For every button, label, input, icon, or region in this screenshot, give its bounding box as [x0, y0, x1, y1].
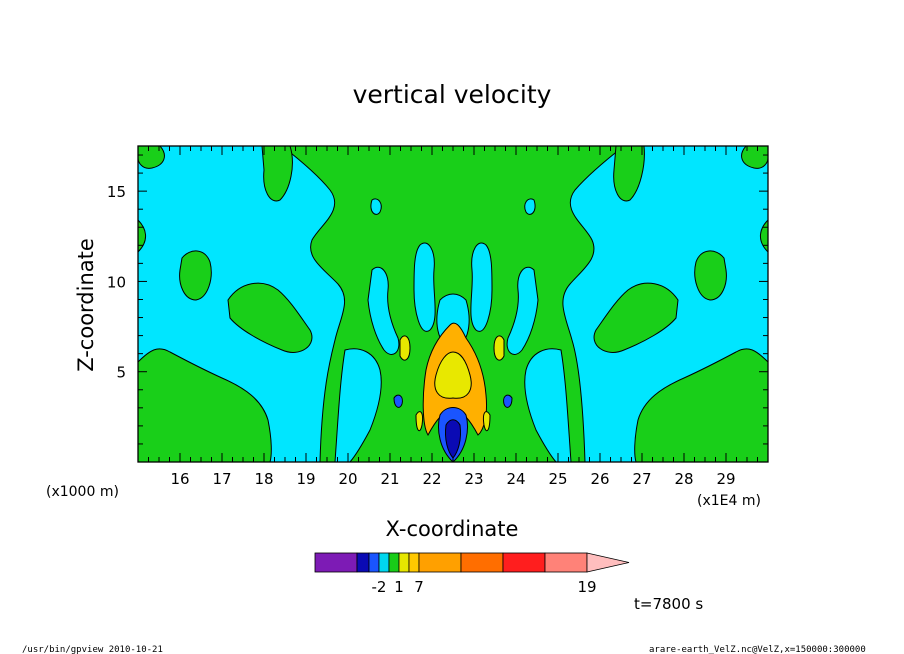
y-tick-label: 10 — [107, 273, 126, 291]
contour-region — [227, 282, 313, 353]
plot-area: 16 17 18 19 20 21 22 23 24 25 26 27 28 29 5 10 15 — [107, 145, 769, 488]
contour-region — [138, 348, 272, 462]
x-tick-label: 25 — [548, 470, 567, 488]
x-tick-label: 17 — [212, 470, 231, 488]
contour-region — [593, 282, 679, 353]
contour-cyan-inner-regions — [334, 198, 572, 462]
contour-region — [694, 250, 727, 301]
colorbar-swatch — [460, 552, 504, 573]
contour-region — [470, 242, 493, 332]
x-tick-label: 18 — [254, 470, 273, 488]
contour-region — [506, 266, 539, 355]
x-tick-label: 22 — [422, 470, 441, 488]
colorbar-swatch — [388, 552, 400, 573]
contour-region — [524, 198, 536, 215]
contour-region — [634, 348, 768, 462]
y-tick-label: 5 — [116, 364, 126, 382]
x-tick-label: 23 — [464, 470, 483, 488]
contour-region — [415, 411, 423, 432]
contour-region — [434, 351, 472, 399]
y-axis-ticks: 5 10 15 — [107, 154, 768, 463]
colorbar-label: 1 — [394, 578, 404, 596]
chart-title: vertical velocity — [353, 80, 552, 109]
contour-field — [138, 146, 768, 462]
colorbar: -2 1 7 19 — [314, 552, 630, 596]
contour-region — [370, 198, 382, 215]
contour-warm-regions — [393, 322, 513, 462]
x-tick-label: 16 — [170, 470, 189, 488]
colorbar-label: 7 — [414, 578, 424, 596]
colorbar-swatch — [368, 552, 380, 573]
y-axis-label: Z-coordinate — [74, 238, 98, 372]
footer-left: /usr/bin/gpview 2010-10-21 — [22, 645, 163, 654]
x-tick-label: 26 — [590, 470, 609, 488]
x-tick-label: 19 — [296, 470, 315, 488]
colorbar-swatch — [314, 552, 358, 573]
contour-region — [413, 242, 436, 332]
colorbar-swatch — [356, 552, 370, 573]
contour-region — [367, 266, 400, 355]
x-tick-label: 29 — [716, 470, 735, 488]
contour-region — [493, 335, 505, 361]
contour-region — [261, 146, 293, 202]
x-axis-ticks: 16 17 18 19 20 21 22 23 24 25 26 27 28 29 — [137, 146, 769, 488]
x-tick-label: 20 — [338, 470, 357, 488]
colorbar-swatch — [398, 552, 410, 573]
colorbar-swatch — [544, 552, 588, 573]
colorbar-label: -2 — [372, 578, 387, 596]
contour-region — [399, 335, 411, 361]
y-unit-label: (x1000 m) — [46, 484, 119, 500]
colorbar-arrow — [586, 552, 630, 573]
contour-region — [445, 419, 461, 459]
contour-region — [503, 394, 513, 408]
contour-region — [613, 146, 645, 202]
x-unit-label: (x1E4 m) — [697, 493, 761, 509]
contour-region — [524, 348, 572, 462]
contour-region — [393, 394, 403, 408]
footer-right: arare-earth_VelZ.nc@VelZ,x=150000:300000 — [649, 645, 866, 654]
x-tick-label: 27 — [632, 470, 651, 488]
colorbar-swatch — [408, 552, 420, 573]
y-tick-label: 15 — [107, 183, 126, 201]
colorbar-swatch — [418, 552, 462, 573]
x-tick-label: 21 — [380, 470, 399, 488]
contour-region — [179, 250, 212, 301]
x-tick-label: 28 — [674, 470, 693, 488]
x-axis-label: X-coordinate — [386, 517, 519, 541]
time-label: t=7800 s — [634, 595, 703, 613]
colorbar-label: 19 — [577, 578, 596, 596]
colorbar-swatch — [502, 552, 546, 573]
contour-region — [483, 411, 491, 432]
colorbar-swatch — [378, 552, 390, 573]
x-tick-label: 24 — [506, 470, 525, 488]
contour-region — [334, 348, 382, 462]
